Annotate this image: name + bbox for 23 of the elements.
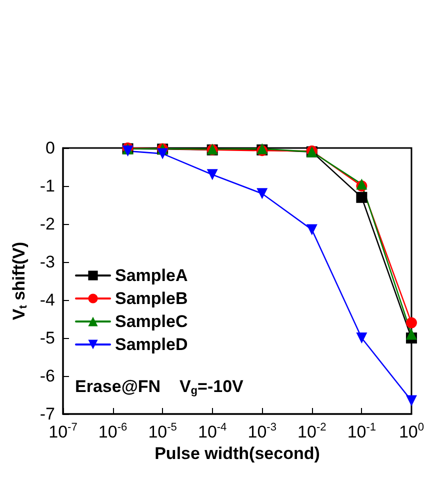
x-axis-title: Pulse width(second) bbox=[154, 444, 320, 464]
point bbox=[406, 317, 417, 328]
legend-label: SampleA bbox=[115, 266, 188, 285]
point bbox=[306, 224, 318, 236]
point bbox=[256, 188, 268, 200]
legend-label: SampleD bbox=[115, 335, 188, 354]
y-tick-label: -5 bbox=[40, 328, 55, 348]
y-tick-label: -4 bbox=[40, 290, 55, 310]
point bbox=[406, 395, 417, 406]
legend-label: SampleB bbox=[115, 289, 188, 308]
point bbox=[356, 332, 368, 344]
point bbox=[356, 192, 368, 203]
y-tick-label: -3 bbox=[40, 252, 55, 272]
point bbox=[406, 328, 417, 340]
y-tick-label: -6 bbox=[40, 366, 55, 386]
y-tick-label: -7 bbox=[40, 404, 55, 424]
legend-label: SampleC bbox=[115, 312, 188, 331]
y-tick-label: -1 bbox=[40, 176, 55, 196]
y-tick-label: -2 bbox=[40, 214, 55, 234]
point bbox=[206, 169, 218, 180]
y-tick-label: 0 bbox=[46, 138, 55, 158]
y-axis-title: Vt shift(V) bbox=[10, 242, 30, 320]
point bbox=[157, 148, 168, 160]
